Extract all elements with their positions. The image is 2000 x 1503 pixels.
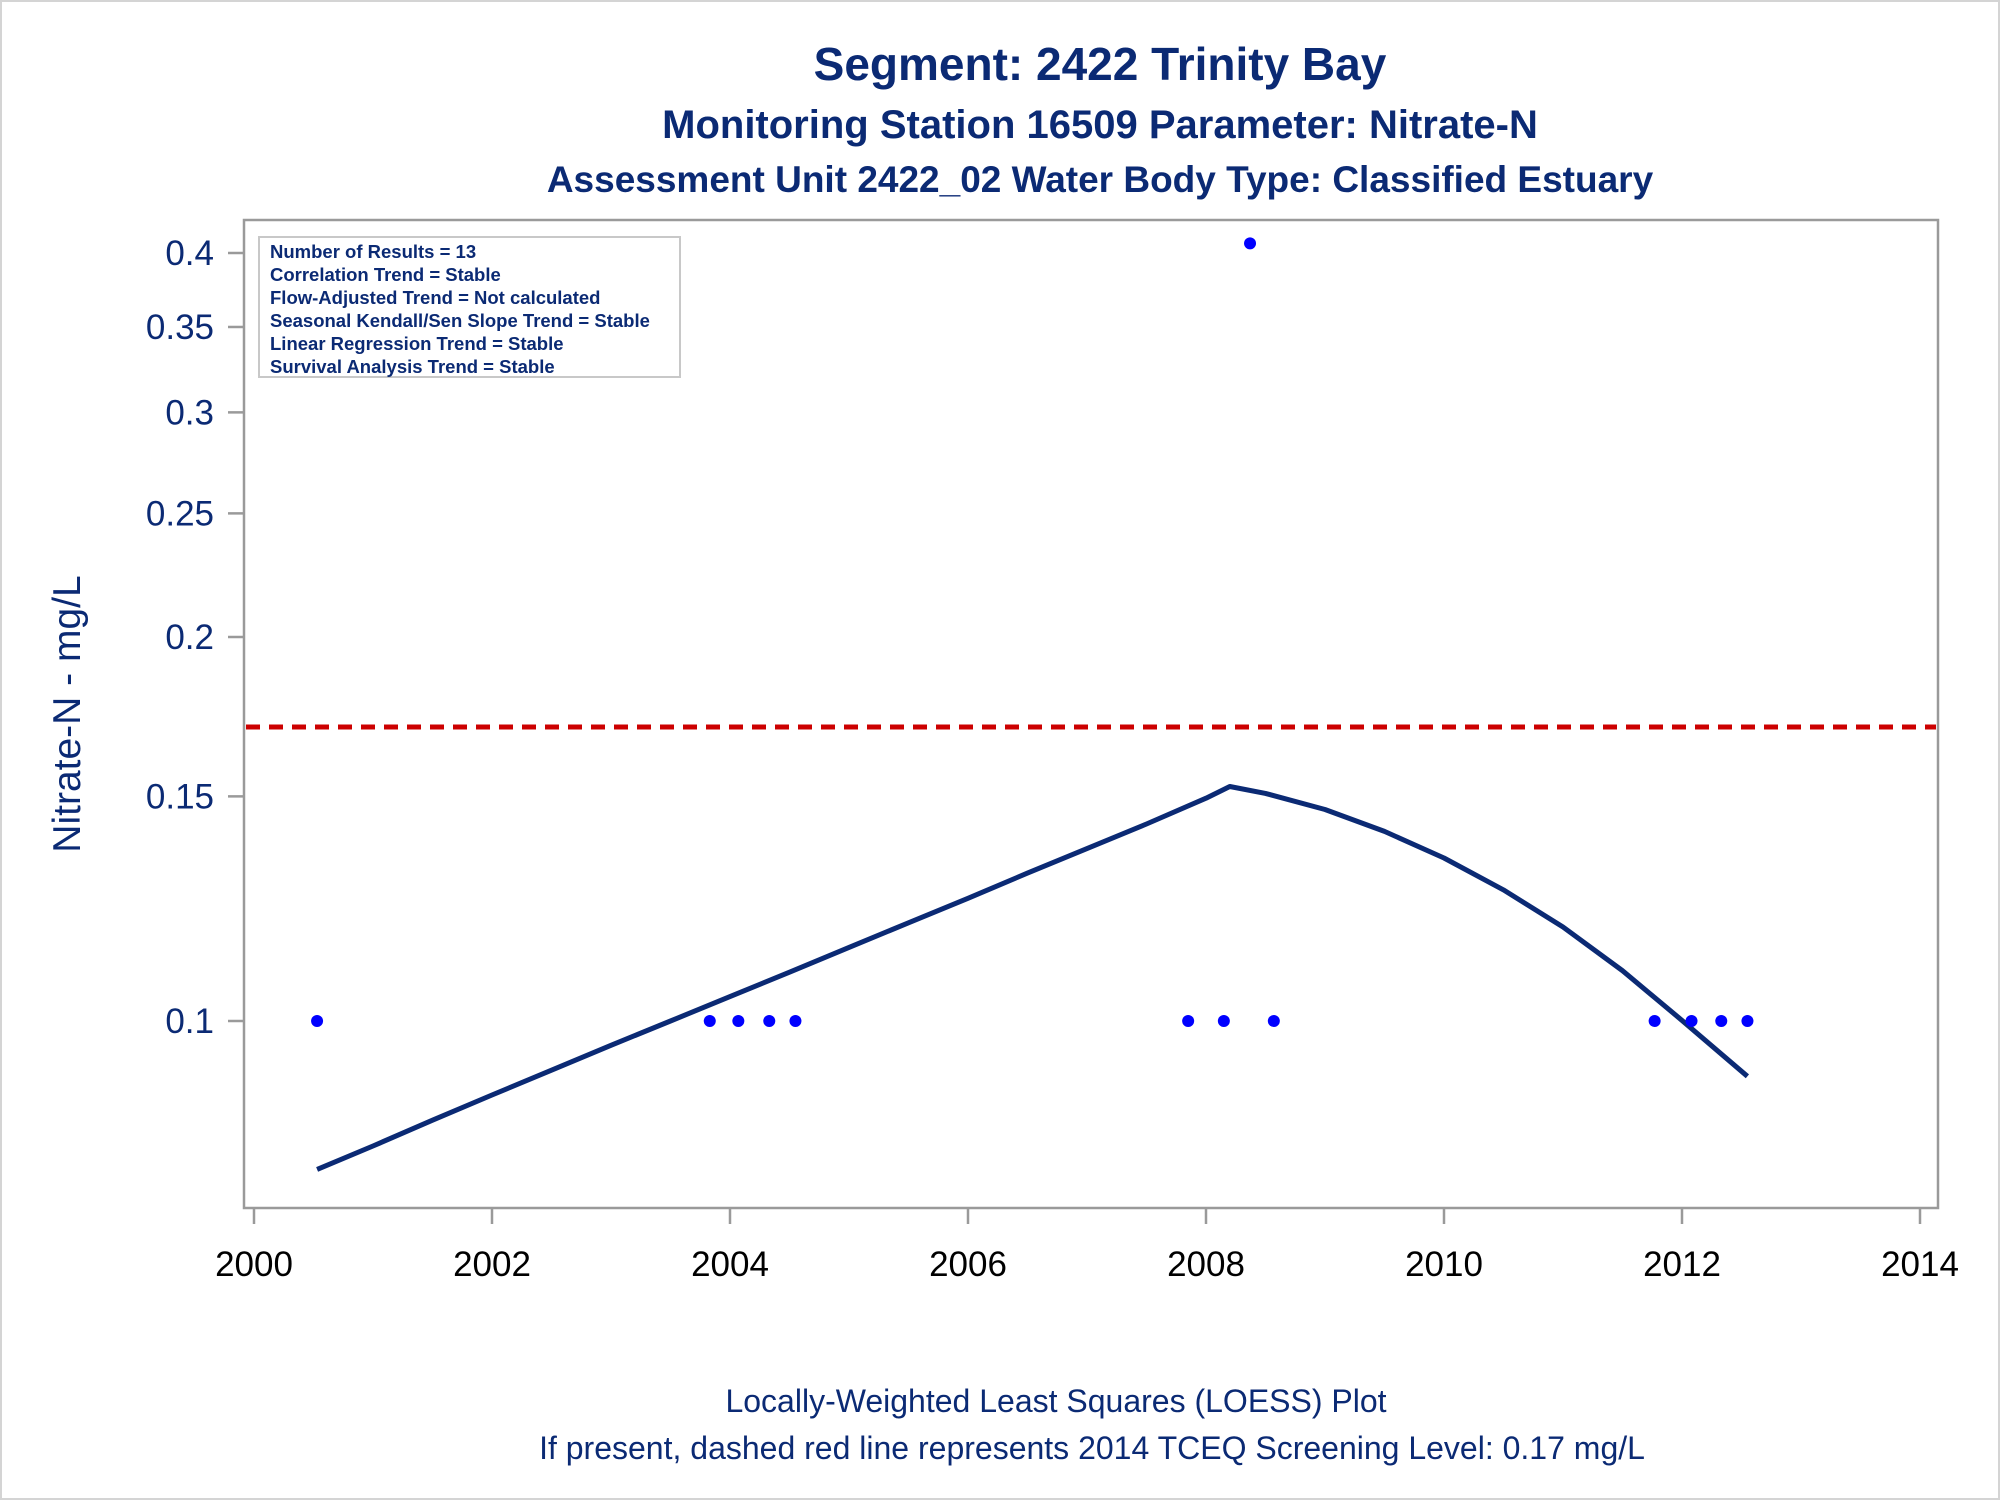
y-axis-label: Nitrate-N - mg/L: [46, 575, 89, 852]
data-point: [1267, 1015, 1280, 1027]
data-point: [1244, 237, 1257, 250]
x-tick-label: 2004: [691, 1245, 769, 1284]
footnote-screening-level: If present, dashed red line represents 2…: [539, 1430, 1645, 1466]
data-point: [1741, 1015, 1754, 1027]
data-point: [703, 1015, 716, 1027]
chart-subtitle-2: Assessment Unit 2422_02 Water Body Type:…: [547, 159, 1654, 200]
chart-subtitle: Monitoring Station 16509 Parameter: Nitr…: [662, 103, 1538, 147]
info-box-frame: [258, 236, 681, 378]
plot-area: [242, 218, 1940, 1210]
data-point: [1217, 1015, 1230, 1027]
x-axis-ticks: 2000 2002 2004 2006 2008 2010 2012 2014: [215, 1208, 1959, 1284]
info-line-flow-adjusted: Flow-Adjusted Trend = Not calculated: [270, 287, 600, 308]
data-point: [1648, 1015, 1661, 1027]
data-point: [732, 1015, 745, 1027]
info-box: Number of Results = 13 Correlation Trend…: [258, 236, 681, 378]
y-tick-label: 0.1: [165, 1002, 214, 1041]
data-point: [1685, 1015, 1698, 1027]
data-point: [1715, 1015, 1728, 1027]
chart-title: Segment: 2422 Trinity Bay: [814, 38, 1387, 90]
info-line-linear-regression: Linear Regression Trend = Stable: [270, 333, 564, 354]
y-tick-label: 0.35: [146, 308, 214, 347]
y-axis-ticks: 0.1 0.15 0.2 0.25 0.3 0.35 0.4: [146, 234, 244, 1041]
x-tick-label: 2010: [1405, 1245, 1483, 1284]
y-tick-label: 0.4: [165, 234, 214, 273]
x-tick-label: 2002: [453, 1245, 531, 1284]
y-tick-label: 0.3: [165, 393, 214, 432]
data-point: [311, 1015, 324, 1027]
info-line-results: Number of Results = 13: [270, 241, 476, 262]
data-point: [763, 1015, 776, 1027]
y-tick-label: 0.25: [146, 494, 214, 533]
info-line-seasonal-kendall: Seasonal Kendall/Sen Slope Trend = Stabl…: [270, 310, 650, 331]
footnote-loess: Locally-Weighted Least Squares (LOESS) P…: [725, 1383, 1386, 1419]
data-point: [789, 1015, 802, 1027]
x-tick-label: 2000: [215, 1245, 293, 1284]
x-tick-label: 2012: [1643, 1245, 1721, 1284]
x-tick-label: 2006: [929, 1245, 1007, 1284]
y-tick-label: 0.2: [165, 618, 214, 657]
x-tick-label: 2014: [1881, 1245, 1959, 1284]
x-tick-label: 2008: [1167, 1245, 1245, 1284]
data-point: [1182, 1015, 1195, 1027]
info-line-correlation: Correlation Trend = Stable: [270, 264, 501, 285]
y-tick-label: 0.15: [146, 777, 214, 816]
plot-marks: [246, 237, 1936, 1172]
info-line-survival-analysis: Survival Analysis Trend = Stable: [270, 356, 555, 377]
loess-curve: [316, 784, 1750, 1172]
